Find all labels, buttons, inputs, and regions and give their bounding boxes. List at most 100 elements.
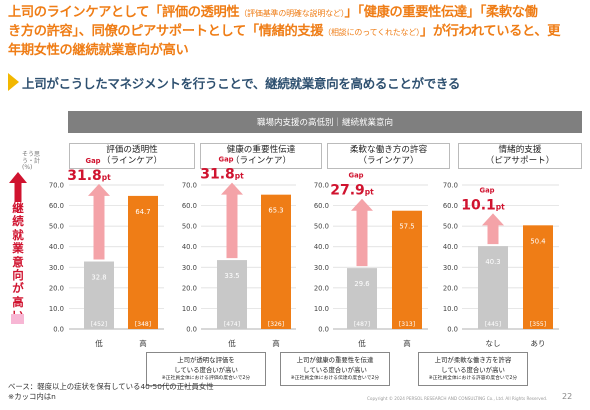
y-tick-label: 0.0	[318, 326, 329, 334]
gap-arrow	[351, 198, 373, 267]
gap-number: 27.9	[330, 183, 365, 199]
x-tick-label: 低	[228, 338, 236, 348]
y-tick-label: 40.0	[443, 243, 458, 251]
y-unit-label: そう思う・計 (%)	[22, 151, 41, 172]
bar	[261, 194, 291, 329]
n-label: [487]	[354, 321, 370, 328]
gap-unit: pt	[102, 173, 111, 182]
y-tick-label: 50.0	[49, 223, 64, 231]
bar	[347, 268, 377, 329]
y-tick-label: 20.0	[314, 284, 329, 292]
y-tick-label: 50.0	[182, 223, 197, 231]
y-tick-label: 50.0	[443, 223, 458, 231]
bar	[478, 246, 508, 329]
y-tick-label: 0.0	[447, 326, 458, 334]
callout-note: ※正社員全体における伝達の度合いで2分	[290, 376, 380, 381]
chart-title-line2: （ラインケア）	[358, 156, 419, 166]
bar-value-label: 64.7	[135, 208, 150, 216]
gap-number: 10.1	[461, 197, 496, 213]
y-tick-label: 60.0	[49, 202, 64, 210]
n-label: [452]	[91, 321, 107, 328]
chart-title-0: 評価の透明性 （ラインケア）	[69, 143, 195, 169]
y-tick-label: 10.0	[182, 305, 197, 313]
callout-note: ※正社員全体における許容の度合いで2分	[428, 376, 518, 381]
y-tick-label: 0.0	[53, 326, 64, 334]
footnote-n: ※カッコ内はn	[8, 391, 56, 401]
chart-title-line2: （ピアサポート）	[485, 156, 555, 166]
chart-title-line1: 情緒的支援	[498, 145, 542, 155]
bar-value-label: 32.8	[91, 274, 106, 282]
headline-text: 」が行われていると、更	[419, 24, 561, 39]
gap-value: 31.8pt	[67, 168, 111, 184]
callout-note: ※正社員全体における評価の度合いで2分	[161, 376, 251, 381]
x-tick-label: あり	[531, 339, 546, 348]
gap-arrow	[221, 182, 243, 259]
chart-area: 0.0 10.0 20.0 30.0 40.0 50.0 60.0 70.0 32.8 [452]…	[49, 156, 559, 348]
callout-2: 上司が柔軟な働き方を許容 している度合いが高い ※正社員全体における許容の度合い…	[418, 352, 528, 386]
gap-number: 31.8	[67, 168, 102, 184]
n-label: [474]	[224, 321, 240, 328]
bar-value-label: 40.3	[485, 258, 500, 266]
bar-value-label: 50.4	[530, 237, 545, 245]
headline-note: （相談にのってくれたなど）	[323, 28, 420, 37]
x-tick-label: 低	[358, 338, 366, 348]
gap-unit: pt	[365, 188, 374, 197]
y-tick-label: 30.0	[314, 264, 329, 272]
bar	[392, 210, 422, 329]
bar-value-label: 65.3	[268, 207, 283, 215]
n-label: [445]	[485, 321, 501, 328]
gap-arrow	[88, 183, 110, 260]
gap-number: 31.8	[200, 167, 235, 183]
gap-unit: pt	[235, 172, 244, 181]
y-tick-label: 70.0	[49, 182, 64, 190]
y-tick-label: 20.0	[443, 284, 458, 292]
headline-line-2: き方の許容」、同僚のピアサポートとして「情緒的支援（相談にのってくれたなど）」が…	[8, 23, 583, 42]
n-label: [313]	[399, 321, 415, 328]
callout-1: 上司が健康の重要性を伝達 している度合いが高い ※正社員全体における伝達の度合い…	[280, 352, 390, 386]
subhead-text: 上司がこうしたマネジメントを行うことで、継続就業意向を高めることができる	[22, 75, 461, 91]
y-tick-label: 30.0	[49, 264, 64, 272]
section-band: 職場内支援の高低別｜継続就業意向	[68, 111, 582, 133]
bar	[84, 261, 114, 329]
callout-line1: 上司が健康の重要性を伝達	[296, 356, 374, 364]
gap-value: 10.1pt	[461, 197, 505, 213]
y-tick-label: 60.0	[443, 202, 458, 210]
callout-line2: している度合いが高い	[303, 366, 367, 374]
bar	[217, 260, 247, 329]
triangle-right-icon	[8, 73, 19, 91]
gap-label: Gap	[85, 157, 100, 165]
y-tick-label: 30.0	[443, 264, 458, 272]
headline: 上司のラインケアとして「評価の透明性（評価基準の明確な説明など）」「健康の重要性…	[8, 4, 583, 60]
x-tick-label: なし	[486, 339, 501, 348]
bar	[523, 225, 553, 329]
y-tick-label: 50.0	[314, 223, 329, 231]
gap-label: Gap	[348, 172, 363, 180]
chart-title-2: 柔軟な働き方の許容 （ラインケア）	[327, 143, 450, 169]
y-tick-label: 10.0	[443, 305, 458, 313]
gap-value: 27.9pt	[330, 183, 374, 199]
callout-line2: している度合いが高い	[441, 366, 505, 374]
copyright: Copyright © 2024 PERSOL RESEARCH AND CON…	[367, 396, 548, 401]
side-marker	[11, 314, 24, 324]
y-tick-label: 70.0	[182, 182, 197, 190]
bar-value-label: 57.5	[399, 223, 414, 231]
x-tick-label: 高	[403, 338, 411, 348]
bar	[128, 195, 158, 329]
headline-text: き方の許容」、同僚のピアサポートとして「情緒的支援	[8, 24, 324, 39]
y-tick-label: 30.0	[182, 264, 197, 272]
headline-line-3: 年期女性の継続就業意向が高い	[8, 43, 189, 58]
y-tick-label: 10.0	[49, 305, 64, 313]
callout-line2: している度合いが高い	[174, 366, 238, 374]
chart-title-line1: 評価の透明性	[106, 145, 158, 155]
headline-text: 」「健康の重要性伝達」「柔軟な働	[344, 5, 538, 20]
y-tick-label: 20.0	[49, 284, 64, 292]
y-tick-label: 60.0	[314, 202, 329, 210]
y-tick-label: 70.0	[443, 182, 458, 190]
y-tick-label: 10.0	[314, 305, 329, 313]
footnote-base: ベース：軽度以上の症状を保有している40-50代の正社員女性	[8, 382, 214, 391]
headline-text: 上司のラインケアとして「評価の透明性	[8, 5, 240, 20]
n-label: [326]	[268, 321, 284, 328]
subhead: 上司がこうしたマネジメントを行うことで、継続就業意向を高めることができる	[8, 72, 460, 92]
y-tick-label: 40.0	[314, 243, 329, 251]
callout-line1: 上司が透明な評価を	[177, 356, 235, 364]
